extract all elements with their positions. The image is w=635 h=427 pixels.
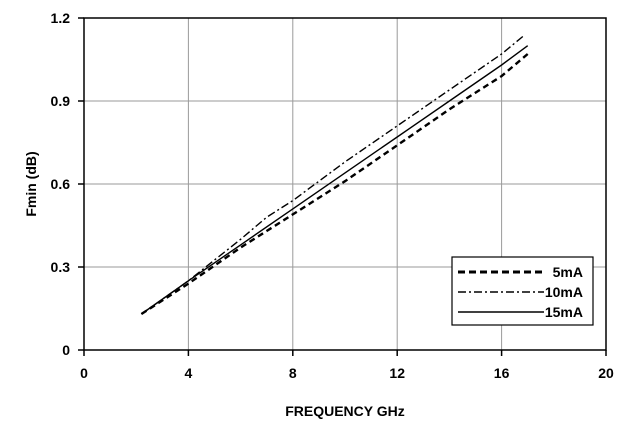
legend-label-5ma: 5mA — [553, 264, 583, 280]
y-tick-label: 0 — [62, 342, 70, 358]
x-tick-label: 4 — [185, 365, 193, 381]
x-tick-label: 20 — [598, 365, 614, 381]
x-tick-label: 16 — [494, 365, 510, 381]
series-line-10ma — [140, 34, 526, 315]
y-tick-label: 1.2 — [51, 10, 71, 26]
x-axis-label: FREQUENCY GHz — [285, 403, 405, 419]
series-line-5ma — [140, 53, 529, 316]
x-tick-label: 8 — [289, 365, 297, 381]
x-tick-label: 0 — [80, 365, 88, 381]
legend-label-15ma: 15mA — [545, 304, 583, 320]
legend-box — [451, 256, 594, 326]
grid-lines — [84, 18, 606, 350]
axis-ticks: 0 4 8 12 16 20 0 0.3 0.6 0.9 1.2 — [51, 10, 614, 381]
series-line-15ma — [140, 45, 529, 315]
legend-label-10ma: 10mA — [545, 284, 583, 300]
x-tick-label: 12 — [389, 365, 405, 381]
y-axis-label: Fmin (dB) — [23, 151, 39, 216]
y-tick-label: 0.3 — [51, 259, 71, 275]
y-tick-label: 0.9 — [51, 93, 71, 109]
legend: 5mA 10mA 15mA — [451, 256, 594, 326]
series-lines — [140, 34, 529, 316]
y-tick-label: 0.6 — [51, 176, 71, 192]
